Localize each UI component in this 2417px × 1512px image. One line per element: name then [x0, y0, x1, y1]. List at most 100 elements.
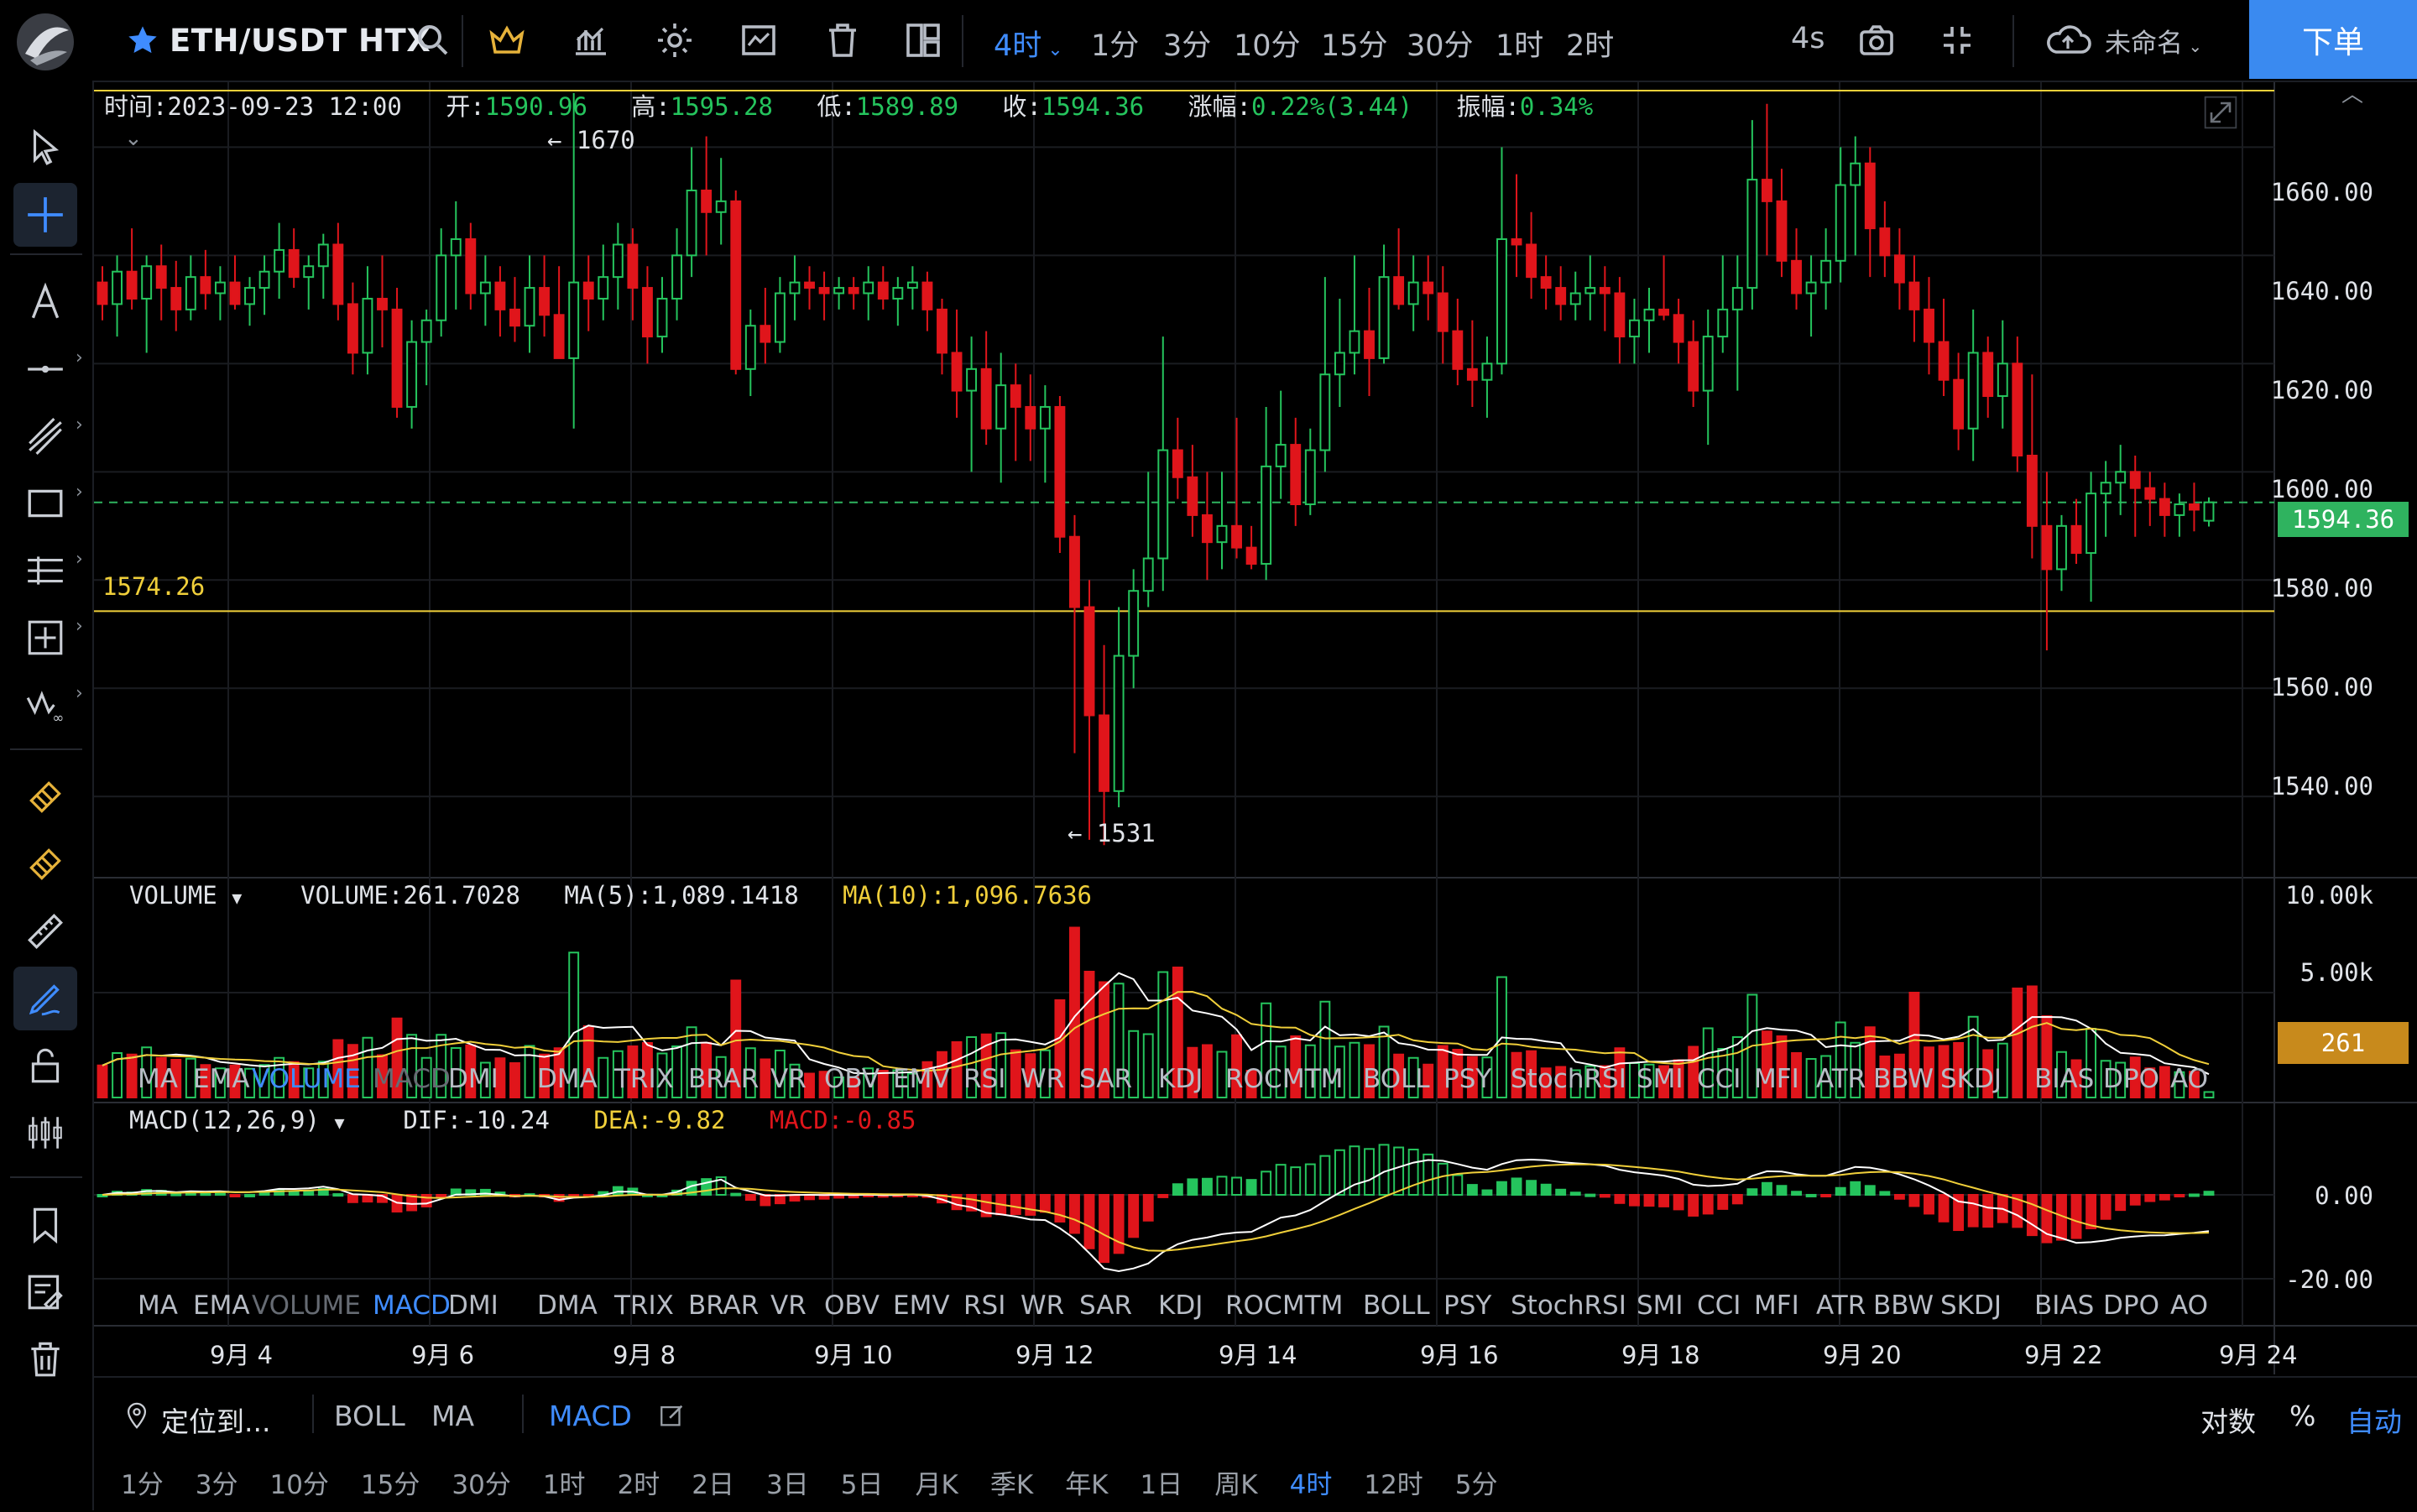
- magnet-tool[interactable]: [13, 765, 77, 829]
- indicator-tab-emv[interactable]: EMV: [893, 1064, 950, 1094]
- settings-icon[interactable]: [655, 20, 695, 60]
- indicator-tab-skdj[interactable]: SKDJ: [1940, 1064, 2002, 1094]
- indicator-tab-brar[interactable]: BRAR: [688, 1290, 760, 1321]
- indicator-tab-psy[interactable]: PSY: [1443, 1064, 1492, 1094]
- interval-2h[interactable]: 2时: [1566, 29, 1615, 63]
- channel-tool[interactable]: [13, 404, 77, 468]
- symbol-name[interactable]: ETH/USDT HTX: [170, 22, 431, 59]
- camera-icon[interactable]: [1856, 20, 1897, 60]
- indicator-tab-mfi[interactable]: MFI: [1754, 1064, 1799, 1094]
- ruler-tool[interactable]: [13, 899, 77, 963]
- refresh-rate[interactable]: 4s: [1791, 22, 1825, 55]
- indicator-tab-boll[interactable]: BOLL: [1363, 1290, 1430, 1321]
- indicator-tab-rsi[interactable]: RSI: [963, 1064, 1006, 1094]
- indicator-tab-dma[interactable]: DMA: [537, 1064, 598, 1094]
- indicator-tab-mtm[interactable]: MTM: [1282, 1290, 1344, 1321]
- indicator-tab-stochrsi[interactable]: StochRSI: [1511, 1064, 1626, 1094]
- indicator-tab-boll[interactable]: BOLL: [1363, 1064, 1430, 1094]
- indicator-tab-obv[interactable]: OBV: [824, 1064, 880, 1094]
- indicator-tab-kdj[interactable]: KDJ: [1158, 1064, 1203, 1094]
- hide-drawings-tool[interactable]: [13, 1101, 77, 1165]
- period-5分[interactable]: 5分: [1454, 1470, 1498, 1500]
- indicator-tab-dpo[interactable]: DPO: [2103, 1290, 2159, 1321]
- study-ma[interactable]: MA: [431, 1400, 475, 1432]
- order-button[interactable]: 下单: [2249, 0, 2417, 79]
- interval-30m[interactable]: 30分: [1407, 29, 1474, 63]
- indicator-tab-ma[interactable]: MA: [138, 1064, 178, 1094]
- cursor-tool[interactable]: [13, 116, 77, 180]
- log-scale-toggle[interactable]: 对数: [2200, 1405, 2256, 1438]
- period-12时[interactable]: 12时: [1364, 1470, 1423, 1500]
- indicator-tab-dpo[interactable]: DPO: [2103, 1064, 2159, 1094]
- indicator-tab-emv[interactable]: EMV: [893, 1290, 950, 1321]
- indicator-tab-ao[interactable]: AO: [2170, 1290, 2209, 1321]
- indicator-tab-bias[interactable]: BIAS: [2034, 1064, 2095, 1094]
- period-年K[interactable]: 年K: [1065, 1470, 1109, 1500]
- strong-magnet-tool[interactable]: [13, 832, 77, 896]
- layout-name-dropdown[interactable]: 未命名 ⌄: [2105, 29, 2203, 59]
- chevron-right-icon[interactable]: ›: [76, 347, 83, 368]
- indicator-tab-macd[interactable]: MACD: [373, 1064, 451, 1094]
- expand-icon[interactable]: [2202, 94, 2239, 131]
- indicator-tab-stochrsi[interactable]: StochRSI: [1511, 1290, 1626, 1321]
- interval-15m[interactable]: 15分: [1321, 29, 1388, 63]
- collapse-icon[interactable]: [1937, 20, 1977, 60]
- compare-icon[interactable]: [739, 20, 779, 60]
- volume-indicator-name[interactable]: VOLUME: [129, 881, 217, 910]
- indicator-tab-bias[interactable]: BIAS: [2034, 1290, 2095, 1321]
- period-月K[interactable]: 月K: [915, 1470, 958, 1500]
- indicator-tab-roc[interactable]: ROC: [1225, 1064, 1282, 1094]
- locate-button[interactable]: 定位到...: [161, 1405, 271, 1438]
- chevron-right-icon[interactable]: ›: [76, 683, 83, 704]
- chevron-right-icon[interactable]: ›: [76, 616, 83, 637]
- interval-dropdown[interactable]: 4时 ⌄: [994, 29, 1063, 63]
- indicator-tab-sar[interactable]: SAR: [1079, 1064, 1132, 1094]
- crown-icon[interactable]: [487, 20, 527, 60]
- indicator-tab-vr[interactable]: VR: [770, 1064, 807, 1094]
- period-季K[interactable]: 季K: [989, 1470, 1034, 1500]
- remove-drawings-tool[interactable]: [13, 1327, 77, 1391]
- indicator-tab-trix[interactable]: TRIX: [614, 1290, 674, 1321]
- period-3分[interactable]: 3分: [195, 1470, 238, 1500]
- measure-tool[interactable]: [13, 606, 77, 670]
- study-macd[interactable]: MACD: [549, 1400, 632, 1432]
- caret-down-icon[interactable]: ▼: [334, 1113, 345, 1133]
- delete-icon[interactable]: [822, 20, 863, 60]
- indicator-tab-roc[interactable]: ROC: [1225, 1290, 1282, 1321]
- caret-down-icon[interactable]: ▼: [232, 888, 243, 908]
- favorites-tool[interactable]: [13, 1193, 77, 1257]
- object-tree-tool[interactable]: [13, 1260, 77, 1324]
- cloud-icon[interactable]: [2044, 20, 2091, 60]
- shape-tool[interactable]: [13, 472, 77, 535]
- star-icon[interactable]: [126, 23, 159, 57]
- indicator-tab-volume[interactable]: VOLUME: [252, 1290, 361, 1321]
- indicator-tab-volume[interactable]: VOLUME: [252, 1064, 361, 1094]
- indicator-tab-atr[interactable]: ATR: [1816, 1064, 1866, 1094]
- interval-3m[interactable]: 3分: [1163, 29, 1212, 63]
- chevron-down-icon[interactable]: ⌄: [124, 126, 143, 151]
- line-tool[interactable]: [13, 337, 77, 401]
- period-1日[interactable]: 1日: [1140, 1470, 1183, 1500]
- period-3日[interactable]: 3日: [766, 1470, 809, 1500]
- indicator-icon[interactable]: [571, 20, 611, 60]
- chart-area[interactable]: [94, 82, 2417, 1374]
- indicator-tab-ema[interactable]: EMA: [193, 1290, 250, 1321]
- indicator-tab-dmi[interactable]: DMI: [448, 1064, 499, 1094]
- period-15分[interactable]: 15分: [360, 1470, 420, 1500]
- indicator-tab-macd[interactable]: MACD: [373, 1290, 451, 1321]
- period-5日[interactable]: 5日: [840, 1470, 884, 1500]
- study-boll[interactable]: BOLL: [334, 1400, 405, 1432]
- text-tool[interactable]: [13, 270, 77, 334]
- pattern-tool[interactable]: ∞: [13, 673, 77, 737]
- interval-1h[interactable]: 1时: [1496, 29, 1544, 63]
- chevron-up-icon[interactable]: ︿: [2341, 82, 2364, 107]
- indicator-tab-mfi[interactable]: MFI: [1754, 1290, 1799, 1321]
- period-周K[interactable]: 周K: [1214, 1470, 1258, 1500]
- draw-mode-tool[interactable]: [13, 967, 77, 1030]
- period-1时[interactable]: 1时: [542, 1470, 586, 1500]
- indicator-tab-bbw[interactable]: BBW: [1873, 1064, 1934, 1094]
- chart-canvas[interactable]: [94, 82, 2417, 1374]
- indicator-tab-dma[interactable]: DMA: [537, 1290, 598, 1321]
- indicator-tab-cci[interactable]: CCI: [1697, 1064, 1741, 1094]
- indicator-tab-skdj[interactable]: SKDJ: [1940, 1290, 2002, 1321]
